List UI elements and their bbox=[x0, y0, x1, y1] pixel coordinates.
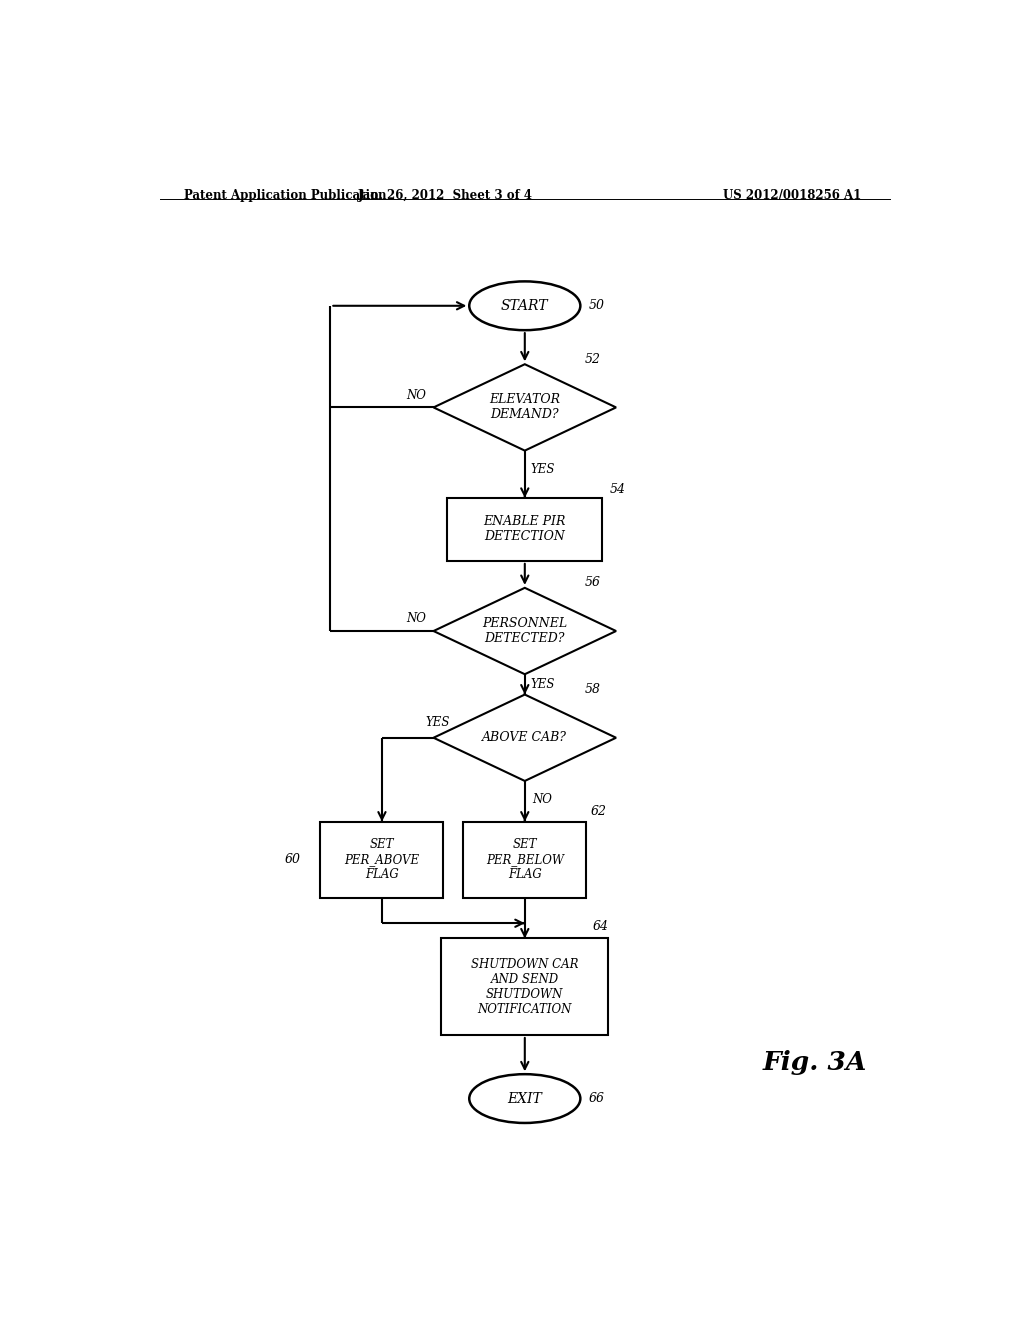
FancyBboxPatch shape bbox=[463, 821, 587, 898]
Text: ELEVATOR
DEMAND?: ELEVATOR DEMAND? bbox=[489, 393, 560, 421]
Text: Patent Application Publication: Patent Application Publication bbox=[183, 189, 386, 202]
Ellipse shape bbox=[469, 281, 581, 330]
Text: ENABLE PIR
DETECTION: ENABLE PIR DETECTION bbox=[483, 515, 566, 544]
Text: US 2012/0018256 A1: US 2012/0018256 A1 bbox=[723, 189, 861, 202]
FancyBboxPatch shape bbox=[321, 821, 443, 898]
Text: 66: 66 bbox=[588, 1092, 604, 1105]
Text: YES: YES bbox=[425, 715, 450, 729]
Text: 52: 52 bbox=[585, 352, 600, 366]
Text: NO: NO bbox=[407, 612, 426, 626]
Text: 50: 50 bbox=[588, 300, 604, 313]
Text: 60: 60 bbox=[285, 853, 301, 866]
Text: PERSONNEL
DETECTED?: PERSONNEL DETECTED? bbox=[482, 616, 567, 645]
Text: 64: 64 bbox=[592, 920, 608, 933]
Text: 62: 62 bbox=[590, 805, 606, 818]
Text: YES: YES bbox=[530, 463, 554, 475]
Text: Jan. 26, 2012  Sheet 3 of 4: Jan. 26, 2012 Sheet 3 of 4 bbox=[358, 189, 532, 202]
Text: SET
PER_BELOW
FLAG: SET PER_BELOW FLAG bbox=[485, 838, 564, 882]
FancyBboxPatch shape bbox=[447, 498, 602, 561]
Text: Fig. 3A: Fig. 3A bbox=[763, 1051, 867, 1076]
Text: ABOVE CAB?: ABOVE CAB? bbox=[482, 731, 567, 744]
Text: YES: YES bbox=[530, 678, 554, 690]
Text: SHUTDOWN CAR
AND SEND
SHUTDOWN
NOTIFICATION: SHUTDOWN CAR AND SEND SHUTDOWN NOTIFICAT… bbox=[471, 958, 579, 1016]
Text: NO: NO bbox=[407, 388, 426, 401]
Text: EXIT: EXIT bbox=[508, 1092, 542, 1106]
Text: START: START bbox=[501, 298, 549, 313]
Text: 54: 54 bbox=[610, 483, 626, 496]
Text: NO: NO bbox=[532, 793, 552, 805]
Polygon shape bbox=[433, 587, 616, 675]
Ellipse shape bbox=[469, 1074, 581, 1123]
Polygon shape bbox=[433, 364, 616, 450]
Polygon shape bbox=[433, 694, 616, 781]
FancyBboxPatch shape bbox=[441, 939, 608, 1035]
Text: SET
PER_ABOVE
FLAG: SET PER_ABOVE FLAG bbox=[344, 838, 420, 882]
Text: 56: 56 bbox=[585, 577, 600, 589]
Text: 58: 58 bbox=[585, 682, 600, 696]
